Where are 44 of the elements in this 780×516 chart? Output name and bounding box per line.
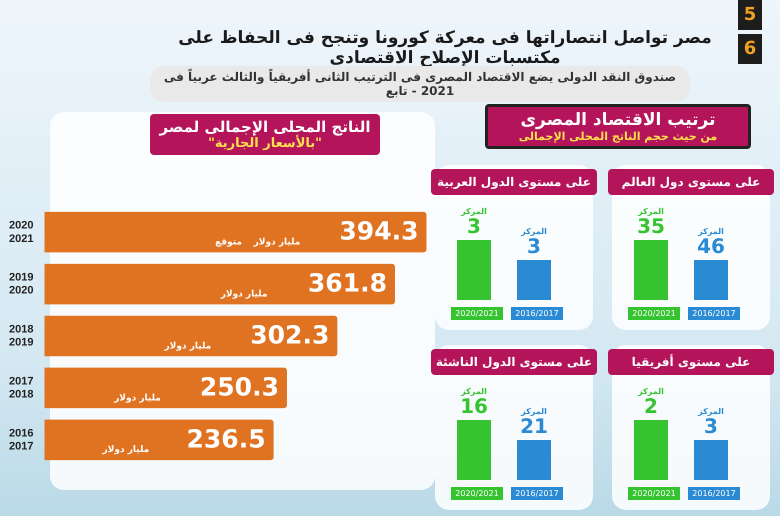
text: ترتيب الاقتصاد المصرى bbox=[519, 110, 717, 130]
y-tick-label: 2016 2017 bbox=[8, 427, 34, 452]
y-tick-label: 2018 2019 bbox=[8, 323, 34, 349]
text: المركز bbox=[696, 227, 725, 236]
y-tick-label: 2017 2018 bbox=[8, 375, 34, 401]
text: 5 bbox=[738, 0, 762, 30]
chart-subtitle: "بالأسعار الجارية" bbox=[208, 136, 323, 151]
text: مصر تواصل انتصاراتها فى معركة كورونا وتنجح فى الحفاظ على مكتسبات الإصلاح الاقتصادى bbox=[177, 28, 713, 68]
text: 6 bbox=[738, 34, 762, 64]
category-label: 2016/2017 bbox=[688, 487, 740, 500]
data-label: 236.5 bbox=[186, 424, 266, 454]
text: المركز bbox=[520, 407, 548, 416]
category-label: 2016/2017 bbox=[511, 307, 563, 320]
y-tick-label: 2019 2020 bbox=[8, 272, 34, 297]
annotation: مليار دولار bbox=[113, 393, 161, 404]
data-label: 361.8 bbox=[308, 268, 387, 298]
category-label: 2020/2021 bbox=[628, 307, 680, 320]
text: المركز bbox=[460, 207, 488, 216]
text: من حيث حجم الناتج المحلى الإجمالى bbox=[518, 130, 718, 143]
text: على مستوى أفريقيا bbox=[608, 349, 774, 375]
data-label: 250.3 bbox=[200, 372, 279, 402]
category-label: 2020/2021 bbox=[628, 487, 680, 500]
chart-title: الناتج المحلى الإجمالى لمصر bbox=[158, 118, 372, 136]
annotation: متوقع bbox=[215, 238, 242, 248]
category-label: 2016/2017 bbox=[511, 487, 563, 500]
text: المركز bbox=[696, 407, 725, 416]
text: صندوق النقد الدولى يضع الاقتصاد المصرى فى الترتيب الثانى أفريقياً والثالث عربياً فى 2021 - تابع bbox=[164, 70, 676, 98]
text: المركز bbox=[636, 207, 665, 216]
text: المركز bbox=[520, 227, 548, 236]
annotation: مليار دولار bbox=[101, 445, 150, 456]
text: المركز bbox=[636, 387, 665, 396]
category-label: 2016/2017 bbox=[688, 307, 740, 320]
category-label: 2020/2021 bbox=[451, 487, 503, 500]
y-tick-label: 2020 2021 bbox=[8, 220, 34, 245]
text: على مستوى الدول العربية bbox=[431, 169, 597, 195]
text: على مستوى دول العالم bbox=[608, 169, 774, 195]
annotation: مليار دولار bbox=[220, 289, 268, 300]
category-label: 2020/2021 bbox=[451, 307, 503, 320]
text: على مستوى الدول الناشئة bbox=[431, 349, 597, 375]
annotation: مليار دولار bbox=[252, 238, 300, 248]
annotation: مليار دولار bbox=[163, 341, 212, 352]
data-label: 394.3 bbox=[339, 216, 418, 246]
data-label: 302.3 bbox=[250, 320, 330, 350]
text: المركز bbox=[460, 387, 488, 396]
